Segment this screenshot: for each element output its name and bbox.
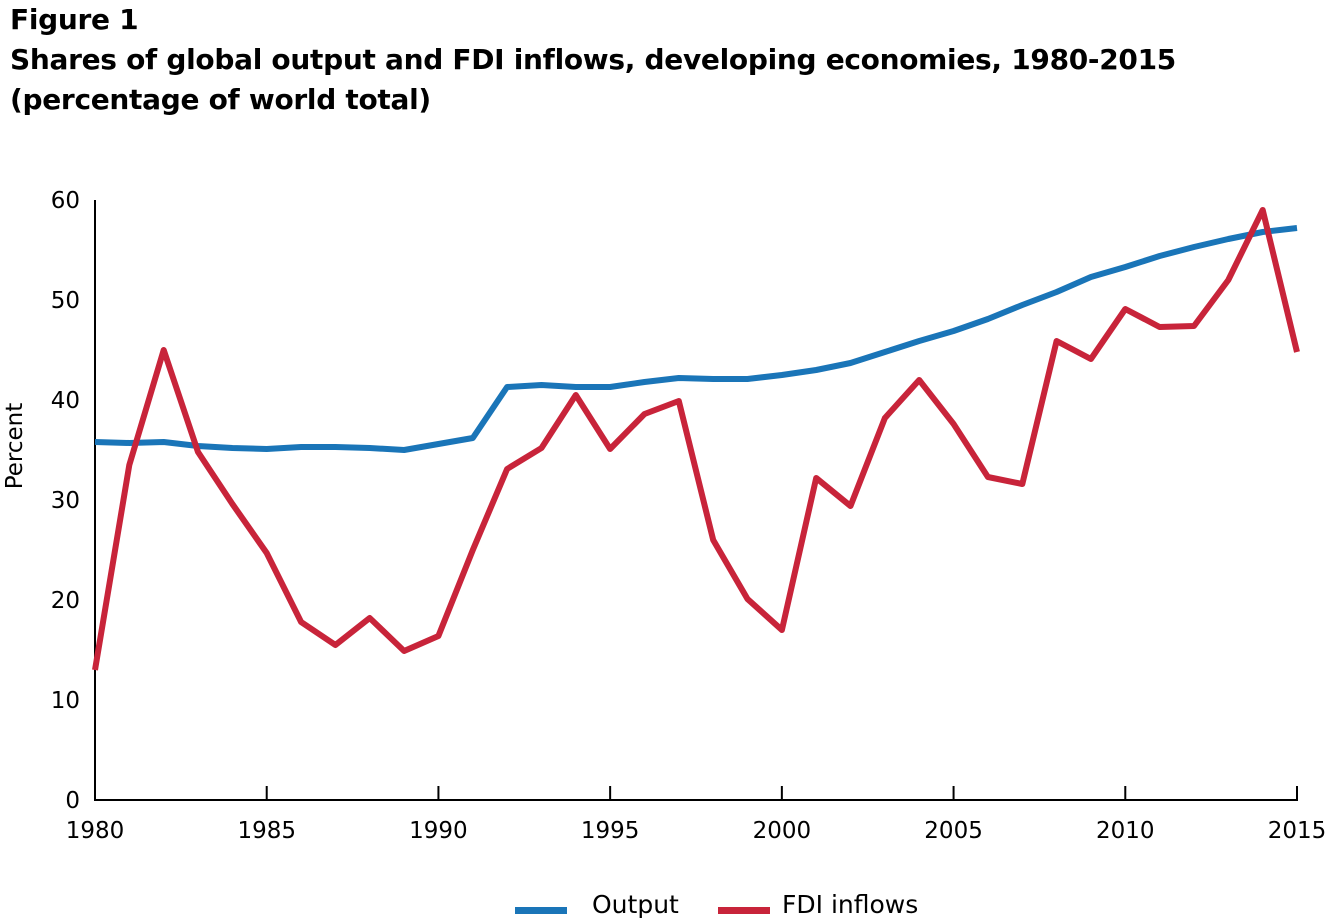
y-tick-label: 30 bbox=[51, 488, 80, 514]
x-tick-label: 1985 bbox=[237, 818, 296, 844]
figure-label: Figure 1 bbox=[10, 3, 139, 36]
chart-subtitle: (percentage of world total) bbox=[10, 83, 431, 116]
axes: 0 10 20 30 40 50 60 1980 1985 1990 1995 2000 2005 201… bbox=[51, 188, 1327, 844]
series-line-output bbox=[94, 225, 1298, 453]
chart-title-block: Figure 1 Shares of global output and FDI… bbox=[10, 0, 1320, 120]
x-tick-label: 1980 bbox=[66, 818, 125, 844]
legend: Output FDI inflows bbox=[515, 890, 918, 919]
x-tick-label: 2015 bbox=[1268, 818, 1327, 844]
y-tick-label: 50 bbox=[51, 288, 80, 314]
chart-title: Shares of global output and FDI inflows,… bbox=[10, 43, 1176, 76]
series-lines bbox=[92, 207, 1300, 671]
y-tick-label: 60 bbox=[51, 188, 80, 214]
y-tick-label: 0 bbox=[65, 788, 80, 814]
y-axis-title: Percent bbox=[2, 403, 28, 490]
y-tick-label: 20 bbox=[51, 588, 80, 614]
x-tick-label: 2005 bbox=[924, 818, 983, 844]
x-tick-label: 2000 bbox=[753, 818, 812, 844]
legend-swatch-fdi-inflows bbox=[718, 907, 770, 914]
y-tick-label: 40 bbox=[51, 388, 80, 414]
legend-swatch-output bbox=[515, 907, 567, 914]
legend-label-output: Output bbox=[592, 890, 679, 919]
legend-label-fdi-inflows: FDI inflows bbox=[782, 890, 918, 919]
series-line-fdi-inflows bbox=[92, 207, 1300, 671]
x-tick-label: 1990 bbox=[409, 818, 468, 844]
x-tick-label: 1995 bbox=[581, 818, 640, 844]
x-tick-label: 2010 bbox=[1096, 818, 1155, 844]
y-tick-label: 10 bbox=[51, 688, 80, 714]
